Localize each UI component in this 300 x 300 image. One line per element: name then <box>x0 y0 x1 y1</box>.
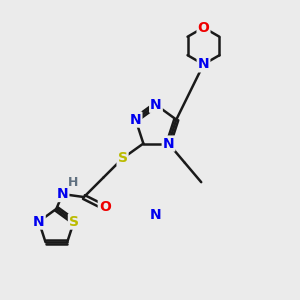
Text: S: S <box>69 214 79 229</box>
Text: N: N <box>150 208 162 222</box>
Text: N: N <box>163 136 174 151</box>
Text: S: S <box>118 152 128 165</box>
Text: H: H <box>68 176 78 189</box>
Text: O: O <box>198 20 209 34</box>
Text: N: N <box>130 112 141 127</box>
Text: N: N <box>33 214 45 229</box>
Text: N: N <box>57 187 68 201</box>
Text: O: O <box>99 200 111 214</box>
Text: N: N <box>198 57 209 71</box>
Text: N: N <box>150 98 162 112</box>
